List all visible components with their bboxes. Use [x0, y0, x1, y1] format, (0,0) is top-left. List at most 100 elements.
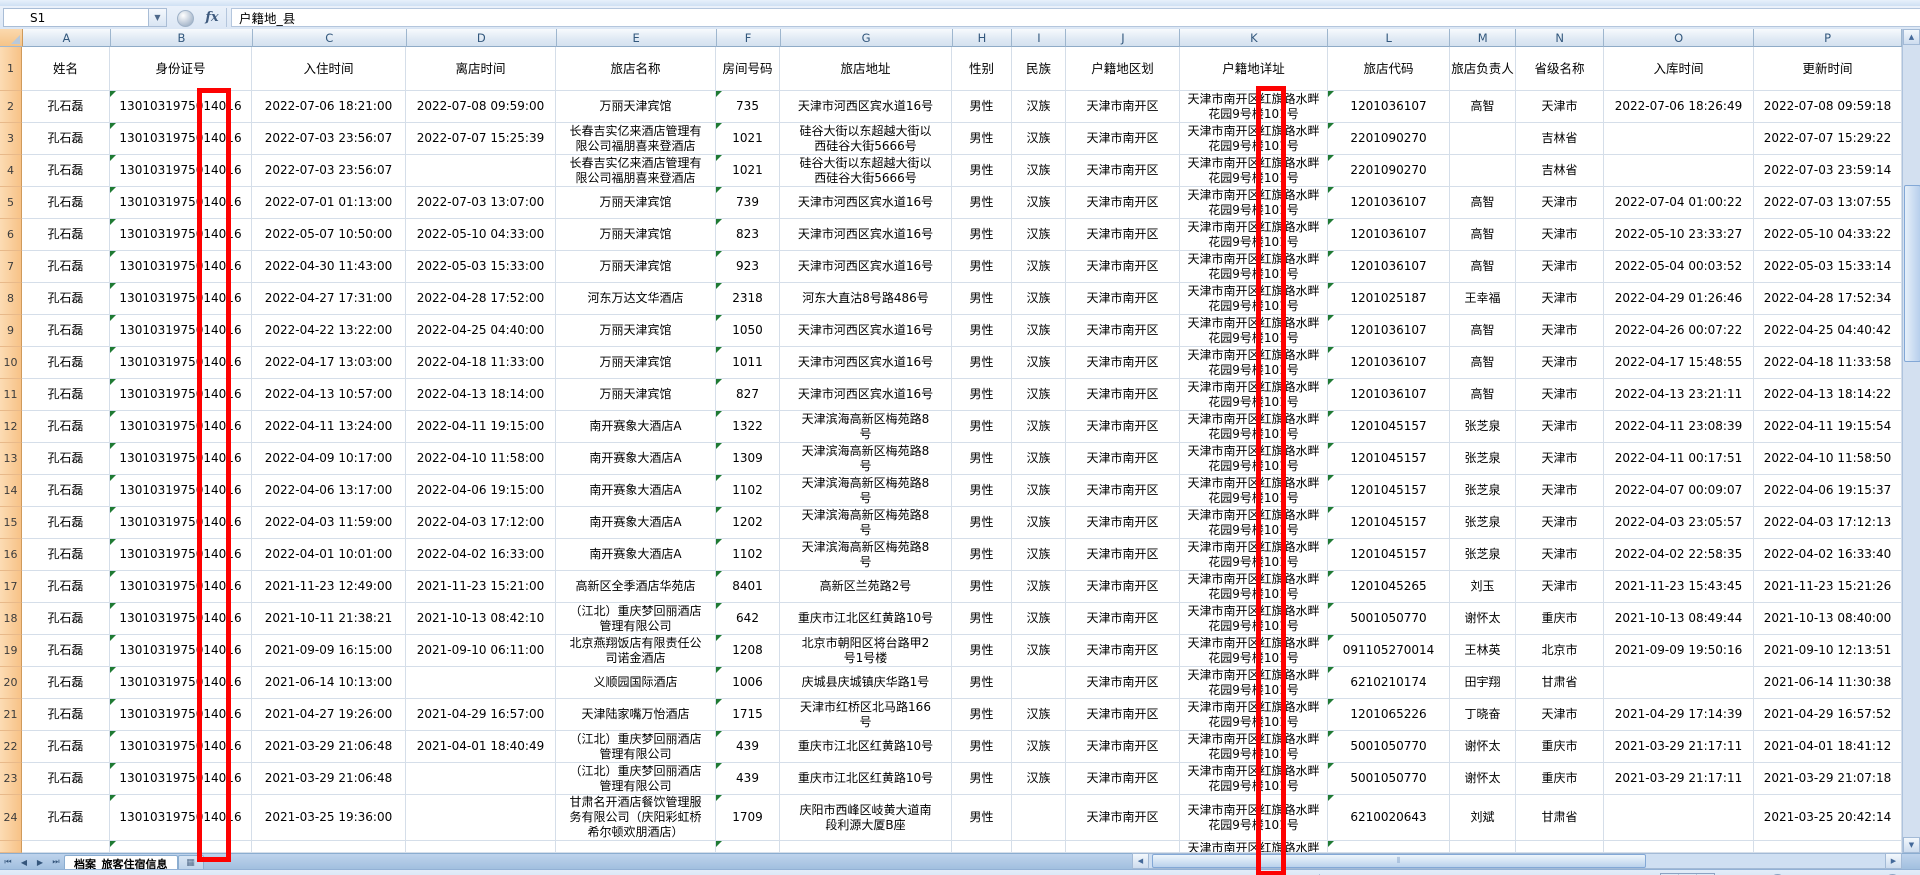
cell-M3[interactable] — [1450, 123, 1516, 155]
cell-C13[interactable]: 2022-04-09 10:17:00 — [252, 443, 406, 475]
cell-F20[interactable]: 1006 — [716, 667, 780, 699]
cell-H22[interactable]: 男性 — [952, 731, 1012, 763]
cell-J7[interactable]: 天津市南开区 — [1066, 251, 1180, 283]
cell-E14[interactable]: 南开赛象大酒店A — [556, 475, 716, 507]
cell-A3[interactable]: 孔石磊 — [22, 123, 110, 155]
cell-I7[interactable]: 汉族 — [1012, 251, 1066, 283]
column-header-N[interactable]: N — [1516, 29, 1605, 47]
cell-N1[interactable]: 省级名称 — [1516, 47, 1604, 91]
cell-I3[interactable]: 汉族 — [1012, 123, 1066, 155]
cell-P20[interactable]: 2021-06-14 11:30:38 — [1754, 667, 1902, 699]
cell-P23[interactable]: 2021-03-29 21:07:18 — [1754, 763, 1902, 795]
cell-A18[interactable]: 孔石磊 — [22, 603, 110, 635]
cell-N18[interactable]: 重庆市 — [1516, 603, 1604, 635]
cell-D4[interactable] — [406, 155, 556, 187]
cell-M25[interactable] — [1450, 841, 1516, 853]
cell-I18[interactable]: 汉族 — [1012, 603, 1066, 635]
cell-G21[interactable]: 天津市红桥区北马路166 号 — [780, 699, 952, 731]
cell-C14[interactable]: 2022-04-06 13:17:00 — [252, 475, 406, 507]
cell-G15[interactable]: 天津滨海高新区梅苑路8 号 — [780, 507, 952, 539]
cell-J19[interactable]: 天津市南开区 — [1066, 635, 1180, 667]
cell-A22[interactable]: 孔石磊 — [22, 731, 110, 763]
cell-H1[interactable]: 性别 — [952, 47, 1012, 91]
name-box[interactable]: S1 — [3, 8, 149, 27]
cell-K17[interactable]: 天津市南开区红旗路水畔 花园9号楼101号 — [1180, 571, 1328, 603]
cell-E18[interactable]: （江北）重庆梦回丽酒店 管理有限公司 — [556, 603, 716, 635]
cell-M15[interactable]: 张芝泉 — [1450, 507, 1516, 539]
cell-M17[interactable]: 刘玉 — [1450, 571, 1516, 603]
cell-K8[interactable]: 天津市南开区红旗路水畔 花园9号楼101号 — [1180, 283, 1328, 315]
cell-M23[interactable]: 谢怀太 — [1450, 763, 1516, 795]
cell-O8[interactable]: 2022-04-29 01:26:46 — [1604, 283, 1754, 315]
cell-H11[interactable]: 男性 — [952, 379, 1012, 411]
cell-M7[interactable]: 高智 — [1450, 251, 1516, 283]
cell-L5[interactable]: 1201036107 — [1328, 187, 1450, 219]
cell-A17[interactable]: 孔石磊 — [22, 571, 110, 603]
cell-L12[interactable]: 1201045157 — [1328, 411, 1450, 443]
cell-F21[interactable]: 1715 — [716, 699, 780, 731]
cell-N10[interactable]: 天津市 — [1516, 347, 1604, 379]
cell-O9[interactable]: 2022-04-26 00:07:22 — [1604, 315, 1754, 347]
cell-C21[interactable]: 2021-04-27 19:26:00 — [252, 699, 406, 731]
vertical-scrollbar[interactable]: ▲ ▼ — [1902, 29, 1920, 853]
cell-C8[interactable]: 2022-04-27 17:31:00 — [252, 283, 406, 315]
cell-C17[interactable]: 2021-11-23 12:49:00 — [252, 571, 406, 603]
cell-K20[interactable]: 天津市南开区红旗路水畔 花园9号楼101号 — [1180, 667, 1328, 699]
column-header-P[interactable]: P — [1754, 29, 1902, 47]
cell-G11[interactable]: 天津市河西区宾水道16号 — [780, 379, 952, 411]
cell-N21[interactable]: 天津市 — [1516, 699, 1604, 731]
cell-J14[interactable]: 天津市南开区 — [1066, 475, 1180, 507]
cell-I11[interactable]: 汉族 — [1012, 379, 1066, 411]
cell-I2[interactable]: 汉族 — [1012, 91, 1066, 123]
column-header-K[interactable]: K — [1180, 29, 1329, 47]
cell-G7[interactable]: 天津市河西区宾水道16号 — [780, 251, 952, 283]
row-header-24[interactable]: 24 — [0, 795, 22, 841]
cell-I17[interactable]: 汉族 — [1012, 571, 1066, 603]
cell-G19[interactable]: 北京市朝阳区将台路甲2 号1号楼 — [780, 635, 952, 667]
cell-E3[interactable]: 长春吉实亿来酒店管理有 限公司福朋喜来登酒店 — [556, 123, 716, 155]
cell-L13[interactable]: 1201045157 — [1328, 443, 1450, 475]
cell-K23[interactable]: 天津市南开区红旗路水畔 花园9号楼101号 — [1180, 763, 1328, 795]
first-sheet-icon[interactable]: ⏮ — [4, 857, 12, 866]
cell-M18[interactable]: 谢怀太 — [1450, 603, 1516, 635]
cell-D10[interactable]: 2022-04-18 11:33:00 — [406, 347, 556, 379]
cell-H24[interactable]: 男性 — [952, 795, 1012, 841]
cell-L10[interactable]: 1201036107 — [1328, 347, 1450, 379]
cell-P4[interactable]: 2022-07-03 23:59:14 — [1754, 155, 1902, 187]
cell-K11[interactable]: 天津市南开区红旗路水畔 花园9号楼101号 — [1180, 379, 1328, 411]
cell-D25[interactable] — [406, 841, 556, 853]
row-header-8[interactable]: 8 — [0, 283, 22, 315]
cell-P16[interactable]: 2022-04-02 16:33:40 — [1754, 539, 1902, 571]
cell-K13[interactable]: 天津市南开区红旗路水畔 花园9号楼101号 — [1180, 443, 1328, 475]
scroll-up-icon[interactable]: ▲ — [1903, 29, 1920, 45]
row-header-9[interactable]: 9 — [0, 315, 22, 347]
cell-E15[interactable]: 南开赛象大酒店A — [556, 507, 716, 539]
cell-L7[interactable]: 1201036107 — [1328, 251, 1450, 283]
cell-K1[interactable]: 户籍地详址 — [1180, 47, 1328, 91]
cell-O3[interactable] — [1604, 123, 1754, 155]
cell-I8[interactable]: 汉族 — [1012, 283, 1066, 315]
cell-H9[interactable]: 男性 — [952, 315, 1012, 347]
cell-G5[interactable]: 天津市河西区宾水道16号 — [780, 187, 952, 219]
cell-J3[interactable]: 天津市南开区 — [1066, 123, 1180, 155]
cell-F16[interactable]: 1102 — [716, 539, 780, 571]
cell-E22[interactable]: （江北）重庆梦回丽酒店 管理有限公司 — [556, 731, 716, 763]
cell-G17[interactable]: 高新区兰苑路2号 — [780, 571, 952, 603]
cell-C15[interactable]: 2022-04-03 11:59:00 — [252, 507, 406, 539]
cell-L2[interactable]: 1201036107 — [1328, 91, 1450, 123]
cell-K14[interactable]: 天津市南开区红旗路水畔 花园9号楼101号 — [1180, 475, 1328, 507]
cell-M12[interactable]: 张芝泉 — [1450, 411, 1516, 443]
cell-P11[interactable]: 2022-04-13 18:14:22 — [1754, 379, 1902, 411]
cell-D2[interactable]: 2022-07-08 09:59:00 — [406, 91, 556, 123]
cell-D22[interactable]: 2021-04-01 18:40:49 — [406, 731, 556, 763]
cell-J23[interactable]: 天津市南开区 — [1066, 763, 1180, 795]
cell-F23[interactable]: 439 — [716, 763, 780, 795]
cell-K2[interactable]: 天津市南开区红旗路水畔 花园9号楼101号 — [1180, 91, 1328, 123]
cell-A15[interactable]: 孔石磊 — [22, 507, 110, 539]
cell-F19[interactable]: 1208 — [716, 635, 780, 667]
row-header-12[interactable]: 12 — [0, 411, 22, 443]
cell-E23[interactable]: （江北）重庆梦回丽酒店 管理有限公司 — [556, 763, 716, 795]
cell-G1[interactable]: 旅店地址 — [780, 47, 952, 91]
cell-F11[interactable]: 827 — [716, 379, 780, 411]
cell-D9[interactable]: 2022-04-25 04:40:00 — [406, 315, 556, 347]
